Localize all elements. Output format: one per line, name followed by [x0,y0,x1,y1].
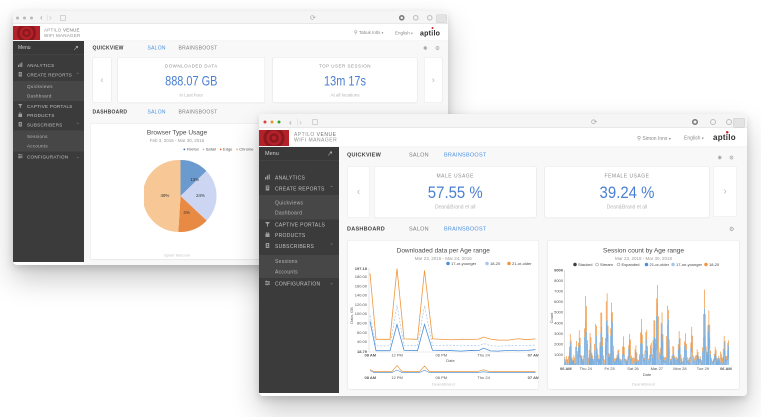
svg-text:Fri 25: Fri 25 [604,366,615,371]
svg-text:06 AM: 06 AM [720,366,732,371]
svg-text:8000: 8000 [554,278,564,283]
svg-text:Mar 27: Mar 27 [651,366,664,371]
svg-text:Thu 24: Thu 24 [477,353,490,358]
svg-text:12 PM: 12 PM [391,375,403,380]
svg-text:21-or-older: 21-or-older [650,262,670,267]
svg-text:18-20: 18-20 [709,262,720,267]
svg-text:2000: 2000 [554,342,564,347]
svg-text:06 PM: 06 PM [436,375,448,380]
svg-text:07 AM: 07 AM [528,375,539,380]
svg-text:9000: 9000 [554,268,564,273]
svg-text:Thu 24: Thu 24 [580,366,593,371]
svg-text:7000: 7000 [554,289,564,294]
svg-text:160.00: 160.00 [355,283,368,288]
svg-text:Sat 26: Sat 26 [627,366,639,371]
svg-text:4%: 4% [183,210,189,215]
svg-text:Thu 24: Thu 24 [477,375,490,380]
svg-text:12 PM: 12 PM [391,353,403,358]
svg-text:Date: Date [446,358,455,363]
svg-text:4000: 4000 [554,321,564,326]
svg-text:07 AM: 07 AM [528,353,539,358]
svg-text:Count: Count [549,312,554,324]
svg-text:Stacked: Stacked [578,262,592,267]
svg-text:Mon 28: Mon 28 [673,366,687,371]
svg-text:Tue 29: Tue 29 [697,366,710,371]
svg-text:1000: 1000 [554,352,564,357]
svg-text:100.00: 100.00 [355,311,368,316]
svg-text:08 AM: 08 AM [364,375,376,380]
svg-text:180.00: 180.00 [355,274,368,279]
svg-text:197.18: 197.18 [355,266,368,271]
svg-text:60.00: 60.00 [357,330,368,335]
svg-text:06 PM: 06 PM [436,353,448,358]
svg-text:13%: 13% [190,177,199,182]
svg-text:Stream: Stream [600,262,614,267]
svg-text:40.00: 40.00 [357,339,368,344]
svg-text:Expanded: Expanded [622,262,640,267]
svg-text:80.00: 80.00 [357,321,368,326]
svg-text:08 AM: 08 AM [364,353,376,358]
svg-text:17-or-younger: 17-or-younger [451,261,477,266]
svg-text:06 AM: 06 AM [560,366,572,371]
svg-text:21-or-older: 21-or-older [512,261,532,266]
svg-text:17-on-younger: 17-on-younger [676,262,703,267]
svg-text:Data, GB: Data, GB [349,307,354,324]
svg-text:6000: 6000 [554,299,564,304]
svg-text:49%: 49% [161,193,170,198]
svg-text:5000: 5000 [554,310,564,315]
svg-text:140.00: 140.00 [355,293,368,298]
svg-text:18.79: 18.79 [357,349,368,354]
svg-text:Date: Date [643,372,652,377]
svg-text:120.00: 120.00 [355,302,368,307]
svg-text:3000: 3000 [554,331,564,336]
svg-text:18-20: 18-20 [490,261,501,266]
svg-text:24%: 24% [196,193,205,198]
